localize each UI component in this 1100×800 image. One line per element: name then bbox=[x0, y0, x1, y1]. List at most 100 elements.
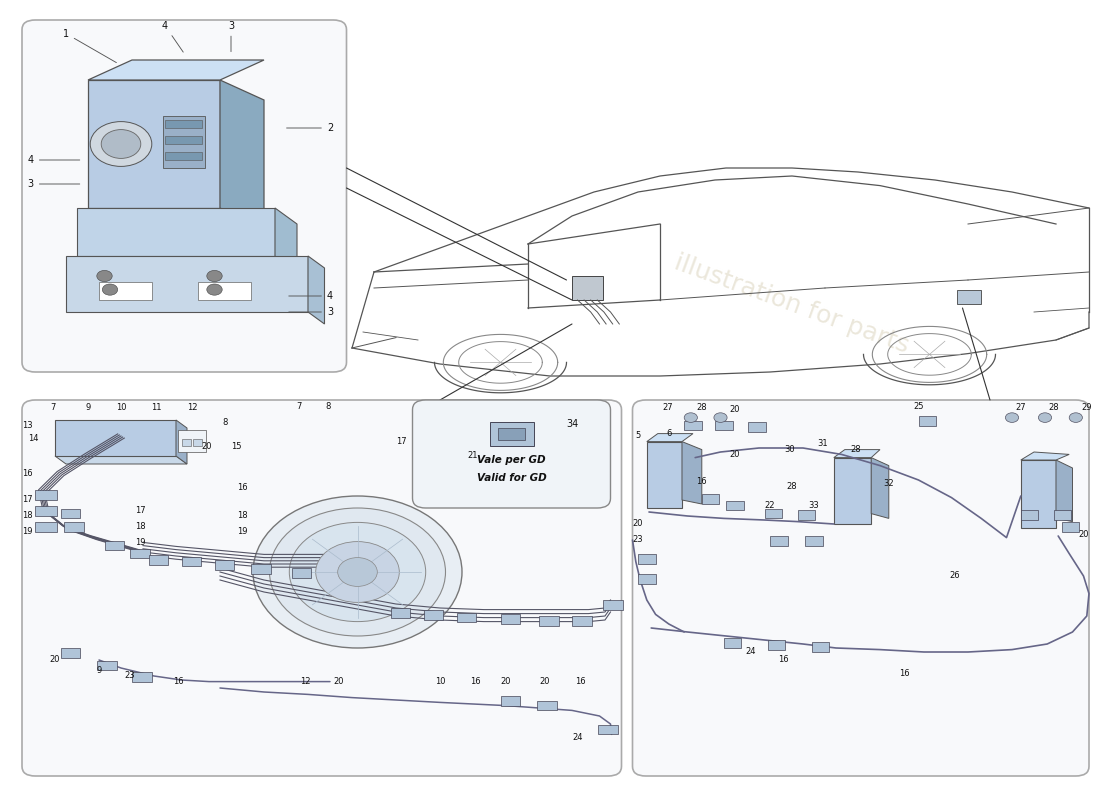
Circle shape bbox=[90, 122, 152, 166]
Text: 10: 10 bbox=[434, 677, 446, 686]
Text: 28: 28 bbox=[786, 482, 798, 491]
Text: 20: 20 bbox=[201, 442, 212, 451]
Bar bbox=[572, 616, 592, 626]
Bar bbox=[684, 421, 702, 430]
Polygon shape bbox=[647, 442, 682, 508]
Bar bbox=[798, 510, 815, 520]
Bar bbox=[214, 560, 234, 570]
Bar bbox=[163, 116, 205, 168]
Circle shape bbox=[1069, 413, 1082, 422]
Text: illustration for parts: illustration for parts bbox=[243, 545, 417, 623]
Text: 20: 20 bbox=[539, 677, 550, 686]
Text: 10: 10 bbox=[116, 403, 127, 413]
Bar bbox=[35, 522, 57, 532]
Bar bbox=[500, 696, 520, 706]
Circle shape bbox=[207, 284, 222, 295]
Polygon shape bbox=[572, 276, 603, 300]
Bar bbox=[148, 555, 168, 565]
Polygon shape bbox=[871, 458, 889, 518]
Text: 28: 28 bbox=[850, 445, 861, 454]
Text: 24: 24 bbox=[745, 647, 756, 657]
Bar bbox=[498, 429, 525, 439]
Bar bbox=[764, 509, 782, 518]
Text: 19: 19 bbox=[236, 527, 248, 537]
Text: 16: 16 bbox=[696, 477, 707, 486]
Text: 26: 26 bbox=[949, 571, 960, 581]
Text: 33: 33 bbox=[808, 501, 820, 510]
Text: 3: 3 bbox=[228, 21, 234, 52]
Text: 20: 20 bbox=[500, 677, 512, 686]
Polygon shape bbox=[55, 420, 176, 456]
Circle shape bbox=[289, 522, 426, 622]
Text: 11: 11 bbox=[151, 403, 162, 413]
Text: 28: 28 bbox=[696, 403, 707, 413]
Bar bbox=[192, 439, 202, 446]
Bar bbox=[97, 661, 117, 670]
Circle shape bbox=[253, 496, 462, 648]
Circle shape bbox=[97, 270, 112, 282]
Text: 16: 16 bbox=[778, 655, 789, 665]
Bar bbox=[35, 506, 57, 516]
Bar bbox=[182, 439, 191, 446]
Circle shape bbox=[101, 130, 141, 158]
Text: 22: 22 bbox=[764, 501, 776, 510]
Text: 12: 12 bbox=[300, 677, 311, 686]
Bar bbox=[165, 152, 202, 160]
Bar bbox=[165, 120, 202, 128]
Bar bbox=[1054, 510, 1071, 520]
Polygon shape bbox=[1056, 460, 1072, 522]
Bar bbox=[715, 421, 733, 430]
Text: 32: 32 bbox=[883, 479, 894, 489]
Bar bbox=[35, 490, 57, 500]
Circle shape bbox=[1038, 413, 1052, 422]
FancyBboxPatch shape bbox=[412, 400, 610, 508]
Bar bbox=[812, 642, 829, 652]
Text: 2: 2 bbox=[287, 123, 333, 133]
Bar bbox=[918, 416, 936, 426]
Bar bbox=[537, 701, 557, 710]
Text: 29: 29 bbox=[1081, 403, 1092, 413]
Bar bbox=[748, 422, 766, 432]
Text: 16: 16 bbox=[173, 677, 184, 686]
Polygon shape bbox=[220, 80, 264, 228]
Bar bbox=[182, 557, 201, 566]
Text: illustration for parts: illustration for parts bbox=[771, 545, 945, 623]
Text: 3: 3 bbox=[28, 179, 79, 189]
Bar bbox=[178, 430, 206, 452]
Text: 8: 8 bbox=[223, 418, 228, 427]
Bar bbox=[456, 613, 476, 622]
Text: 16: 16 bbox=[899, 669, 910, 678]
Polygon shape bbox=[1021, 460, 1056, 528]
Text: 23: 23 bbox=[124, 671, 135, 681]
Circle shape bbox=[338, 558, 377, 586]
Polygon shape bbox=[55, 456, 187, 464]
Text: 19: 19 bbox=[135, 538, 146, 547]
Bar bbox=[702, 494, 719, 504]
Text: 12: 12 bbox=[187, 403, 198, 413]
Circle shape bbox=[316, 542, 399, 602]
Bar bbox=[638, 574, 656, 584]
Text: 20: 20 bbox=[729, 450, 740, 459]
Text: 14: 14 bbox=[28, 434, 38, 443]
Circle shape bbox=[102, 284, 118, 295]
Circle shape bbox=[1005, 413, 1019, 422]
Text: 5: 5 bbox=[636, 431, 640, 441]
Polygon shape bbox=[834, 458, 871, 524]
Text: 8: 8 bbox=[326, 402, 330, 411]
Bar bbox=[598, 725, 618, 734]
Text: 18: 18 bbox=[135, 522, 146, 531]
Text: 25: 25 bbox=[913, 402, 924, 411]
Polygon shape bbox=[682, 442, 702, 504]
Text: 15: 15 bbox=[231, 442, 242, 451]
Text: 24: 24 bbox=[572, 733, 583, 742]
Circle shape bbox=[207, 270, 222, 282]
Text: 21: 21 bbox=[468, 451, 478, 461]
Bar bbox=[724, 638, 741, 648]
FancyBboxPatch shape bbox=[22, 400, 621, 776]
Text: 16: 16 bbox=[470, 677, 481, 686]
Bar bbox=[390, 608, 410, 618]
Polygon shape bbox=[275, 208, 297, 272]
Polygon shape bbox=[176, 420, 187, 464]
Text: 28: 28 bbox=[1048, 403, 1059, 413]
Text: illustration for parts: illustration for parts bbox=[671, 250, 913, 358]
